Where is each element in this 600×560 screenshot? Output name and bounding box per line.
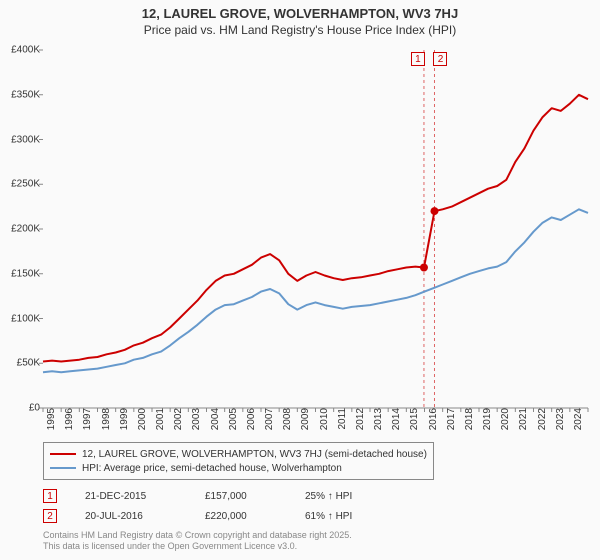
transaction-date: 21-DEC-2015 <box>85 491 205 502</box>
x-tick-label: 2000 <box>137 408 148 438</box>
y-tick-label: £100K <box>0 313 40 324</box>
footer-attribution: Contains HM Land Registry data © Crown c… <box>43 530 352 552</box>
x-tick-label: 2008 <box>282 408 293 438</box>
transaction-price: £157,000 <box>205 491 305 502</box>
transaction-row: 2 20-JUL-2016 £220,000 61% ↑ HPI <box>43 506 425 526</box>
y-tick-label: £300K <box>0 134 40 145</box>
x-tick-label: 2013 <box>373 408 384 438</box>
y-tick-label: £50K <box>0 358 40 369</box>
transaction-pct: 25% ↑ HPI <box>305 491 425 502</box>
y-tick-label: £0 <box>0 403 40 414</box>
x-tick-label: 2006 <box>246 408 257 438</box>
x-tick-label: 2003 <box>191 408 202 438</box>
transaction-date: 20-JUL-2016 <box>85 511 205 522</box>
y-tick-label: £350K <box>0 89 40 100</box>
x-tick-label: 2007 <box>264 408 275 438</box>
x-tick-label: 2024 <box>573 408 584 438</box>
footer-line1: Contains HM Land Registry data © Crown c… <box>43 530 352 541</box>
legend-swatch <box>50 453 76 455</box>
x-tick-label: 2010 <box>319 408 330 438</box>
x-tick-label: 1995 <box>46 408 57 438</box>
transaction-marker-num: 2 <box>43 509 57 523</box>
y-tick-label: £150K <box>0 268 40 279</box>
x-tick-label: 2014 <box>391 408 402 438</box>
x-tick-label: 2009 <box>300 408 311 438</box>
x-tick-label: 1996 <box>64 408 75 438</box>
x-tick-label: 2015 <box>409 408 420 438</box>
legend-item: HPI: Average price, semi-detached house,… <box>50 461 427 475</box>
legend-label: HPI: Average price, semi-detached house,… <box>82 463 342 474</box>
legend-box: 12, LAUREL GROVE, WOLVERHAMPTON, WV3 7HJ… <box>43 442 434 480</box>
marker-label: 2 <box>433 52 447 66</box>
transaction-price: £220,000 <box>205 511 305 522</box>
y-tick-label: £200K <box>0 224 40 235</box>
x-tick-label: 2011 <box>337 408 348 438</box>
legend-swatch <box>50 467 76 469</box>
legend-label: 12, LAUREL GROVE, WOLVERHAMPTON, WV3 7HJ… <box>82 449 427 460</box>
x-tick-label: 2002 <box>173 408 184 438</box>
x-tick-label: 2022 <box>537 408 548 438</box>
transaction-table: 1 21-DEC-2015 £157,000 25% ↑ HPI 2 20-JU… <box>43 486 425 526</box>
x-tick-label: 2017 <box>446 408 457 438</box>
footer-line2: This data is licensed under the Open Gov… <box>43 541 352 552</box>
x-tick-label: 1999 <box>119 408 130 438</box>
x-tick-label: 2020 <box>500 408 511 438</box>
chart-plot <box>43 50 588 408</box>
legend-item: 12, LAUREL GROVE, WOLVERHAMPTON, WV3 7HJ… <box>50 447 427 461</box>
x-tick-label: 2018 <box>464 408 475 438</box>
title-block: 12, LAUREL GROVE, WOLVERHAMPTON, WV3 7HJ… <box>0 0 600 37</box>
x-tick-label: 2001 <box>155 408 166 438</box>
transaction-pct: 61% ↑ HPI <box>305 511 425 522</box>
x-tick-label: 2005 <box>228 408 239 438</box>
x-tick-label: 2012 <box>355 408 366 438</box>
x-tick-label: 2023 <box>555 408 566 438</box>
transaction-row: 1 21-DEC-2015 £157,000 25% ↑ HPI <box>43 486 425 506</box>
y-tick-label: £250K <box>0 179 40 190</box>
x-tick-label: 2016 <box>428 408 439 438</box>
chart-container: 12, LAUREL GROVE, WOLVERHAMPTON, WV3 7HJ… <box>0 0 600 560</box>
x-tick-label: 2004 <box>210 408 221 438</box>
y-tick-label: £400K <box>0 45 40 56</box>
title-address: 12, LAUREL GROVE, WOLVERHAMPTON, WV3 7HJ <box>0 6 600 21</box>
x-tick-label: 1997 <box>82 408 93 438</box>
transaction-marker-num: 1 <box>43 489 57 503</box>
x-tick-label: 1998 <box>101 408 112 438</box>
x-tick-label: 2021 <box>518 408 529 438</box>
marker-label: 1 <box>411 52 425 66</box>
x-tick-label: 2019 <box>482 408 493 438</box>
title-subtitle: Price paid vs. HM Land Registry's House … <box>0 23 600 37</box>
